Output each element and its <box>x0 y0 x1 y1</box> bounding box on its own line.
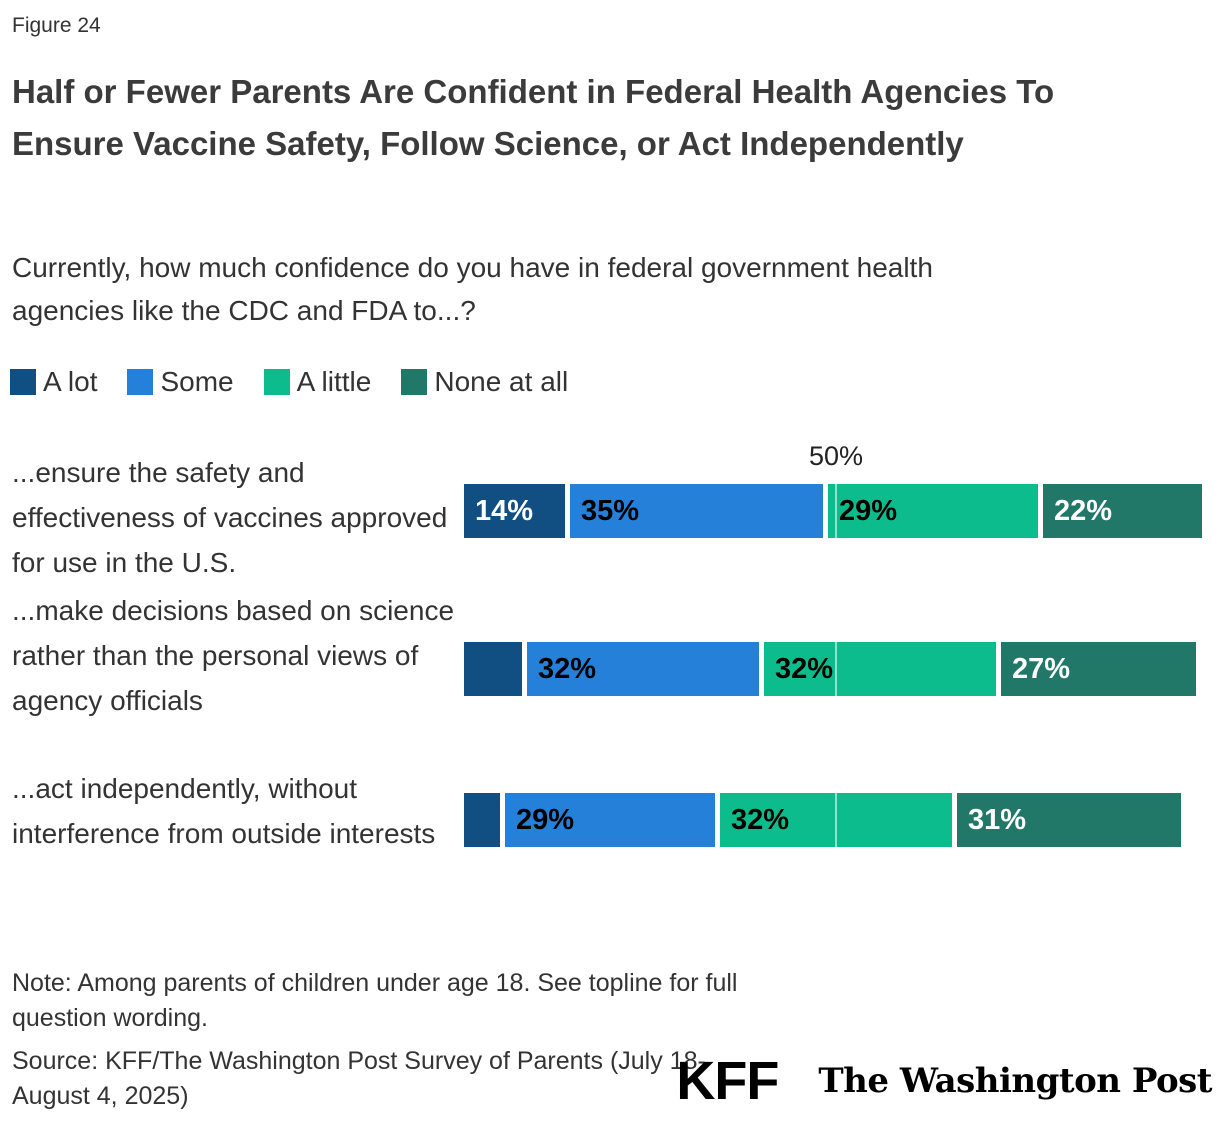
bar-segment-label: 32% <box>731 803 790 836</box>
row-label: ...act independently, without interferen… <box>12 773 436 849</box>
bar-segment-label: 22% <box>1054 494 1113 527</box>
bar-segment: 35% <box>570 484 823 538</box>
source-text: Source: KFF/The Washington Post Survey o… <box>12 1047 706 1110</box>
fifty-percent-gridline <box>835 477 837 854</box>
legend-swatch-icon <box>127 369 154 395</box>
bar-segment: 27% <box>1001 642 1196 696</box>
legend: A lot Some A little None at all <box>10 366 568 398</box>
row-label: ...make decisions based on science rathe… <box>12 595 455 716</box>
washington-post-logo: The Washington Post <box>818 1061 1212 1101</box>
chart-title: Half or Fewer Parents Are Confident in F… <box>12 73 1055 162</box>
bar-segment-label: 27% <box>1012 652 1071 685</box>
note-text: Note: Among parents of children under ag… <box>12 969 738 1032</box>
legend-label: A lot <box>43 366 98 397</box>
legend-swatch-icon <box>10 369 36 395</box>
bar-segment: 22% <box>1043 484 1202 538</box>
bar-segment: 32% <box>764 642 996 696</box>
bar-segment: 14% <box>464 484 565 538</box>
bar-segment <box>464 793 500 847</box>
bar-segment <box>464 642 522 696</box>
stacked-bar-row: 14% 35% 29% 22% <box>464 484 1202 538</box>
legend-swatch-icon <box>263 369 290 395</box>
axis-50-percent-label: 50% <box>808 441 864 471</box>
chart-subtitle: Currently, how much confidence do you ha… <box>12 252 933 326</box>
bar-segment-label: 31% <box>968 803 1027 836</box>
bar-segment-label: 29% <box>839 494 898 527</box>
bar-segment: 29% <box>828 484 1038 538</box>
legend-swatch-icon <box>401 369 428 395</box>
bar-segment-label: 29% <box>516 803 575 836</box>
legend-item: Some <box>127 366 234 398</box>
bar-segment-label: 35% <box>581 494 640 527</box>
stacked-bar-row: 29% 32% 31% <box>464 793 1181 847</box>
legend-item: A little <box>263 366 372 398</box>
bar-segment: 29% <box>505 793 715 847</box>
legend-item: A lot <box>10 366 97 398</box>
bar-segment: 31% <box>957 793 1181 847</box>
bar-segment-label: 14% <box>475 494 534 527</box>
bar-segment-label: 32% <box>538 652 597 685</box>
kff-logo: KFF <box>676 1051 779 1111</box>
bar-segment: 32% <box>527 642 759 696</box>
row-label: ...ensure the safety and effectiveness o… <box>12 457 448 578</box>
legend-label: A little <box>296 366 372 397</box>
legend-item: None at all <box>401 366 568 398</box>
figure-label: Figure 24 <box>12 14 101 37</box>
legend-label: None at all <box>434 366 569 397</box>
logo-bar: KFF The Washington Post <box>676 1050 1212 1112</box>
stacked-bar-row: 32% 32% 27% <box>464 642 1196 696</box>
legend-label: Some <box>160 366 234 397</box>
bar-segment-label: 32% <box>775 652 834 685</box>
